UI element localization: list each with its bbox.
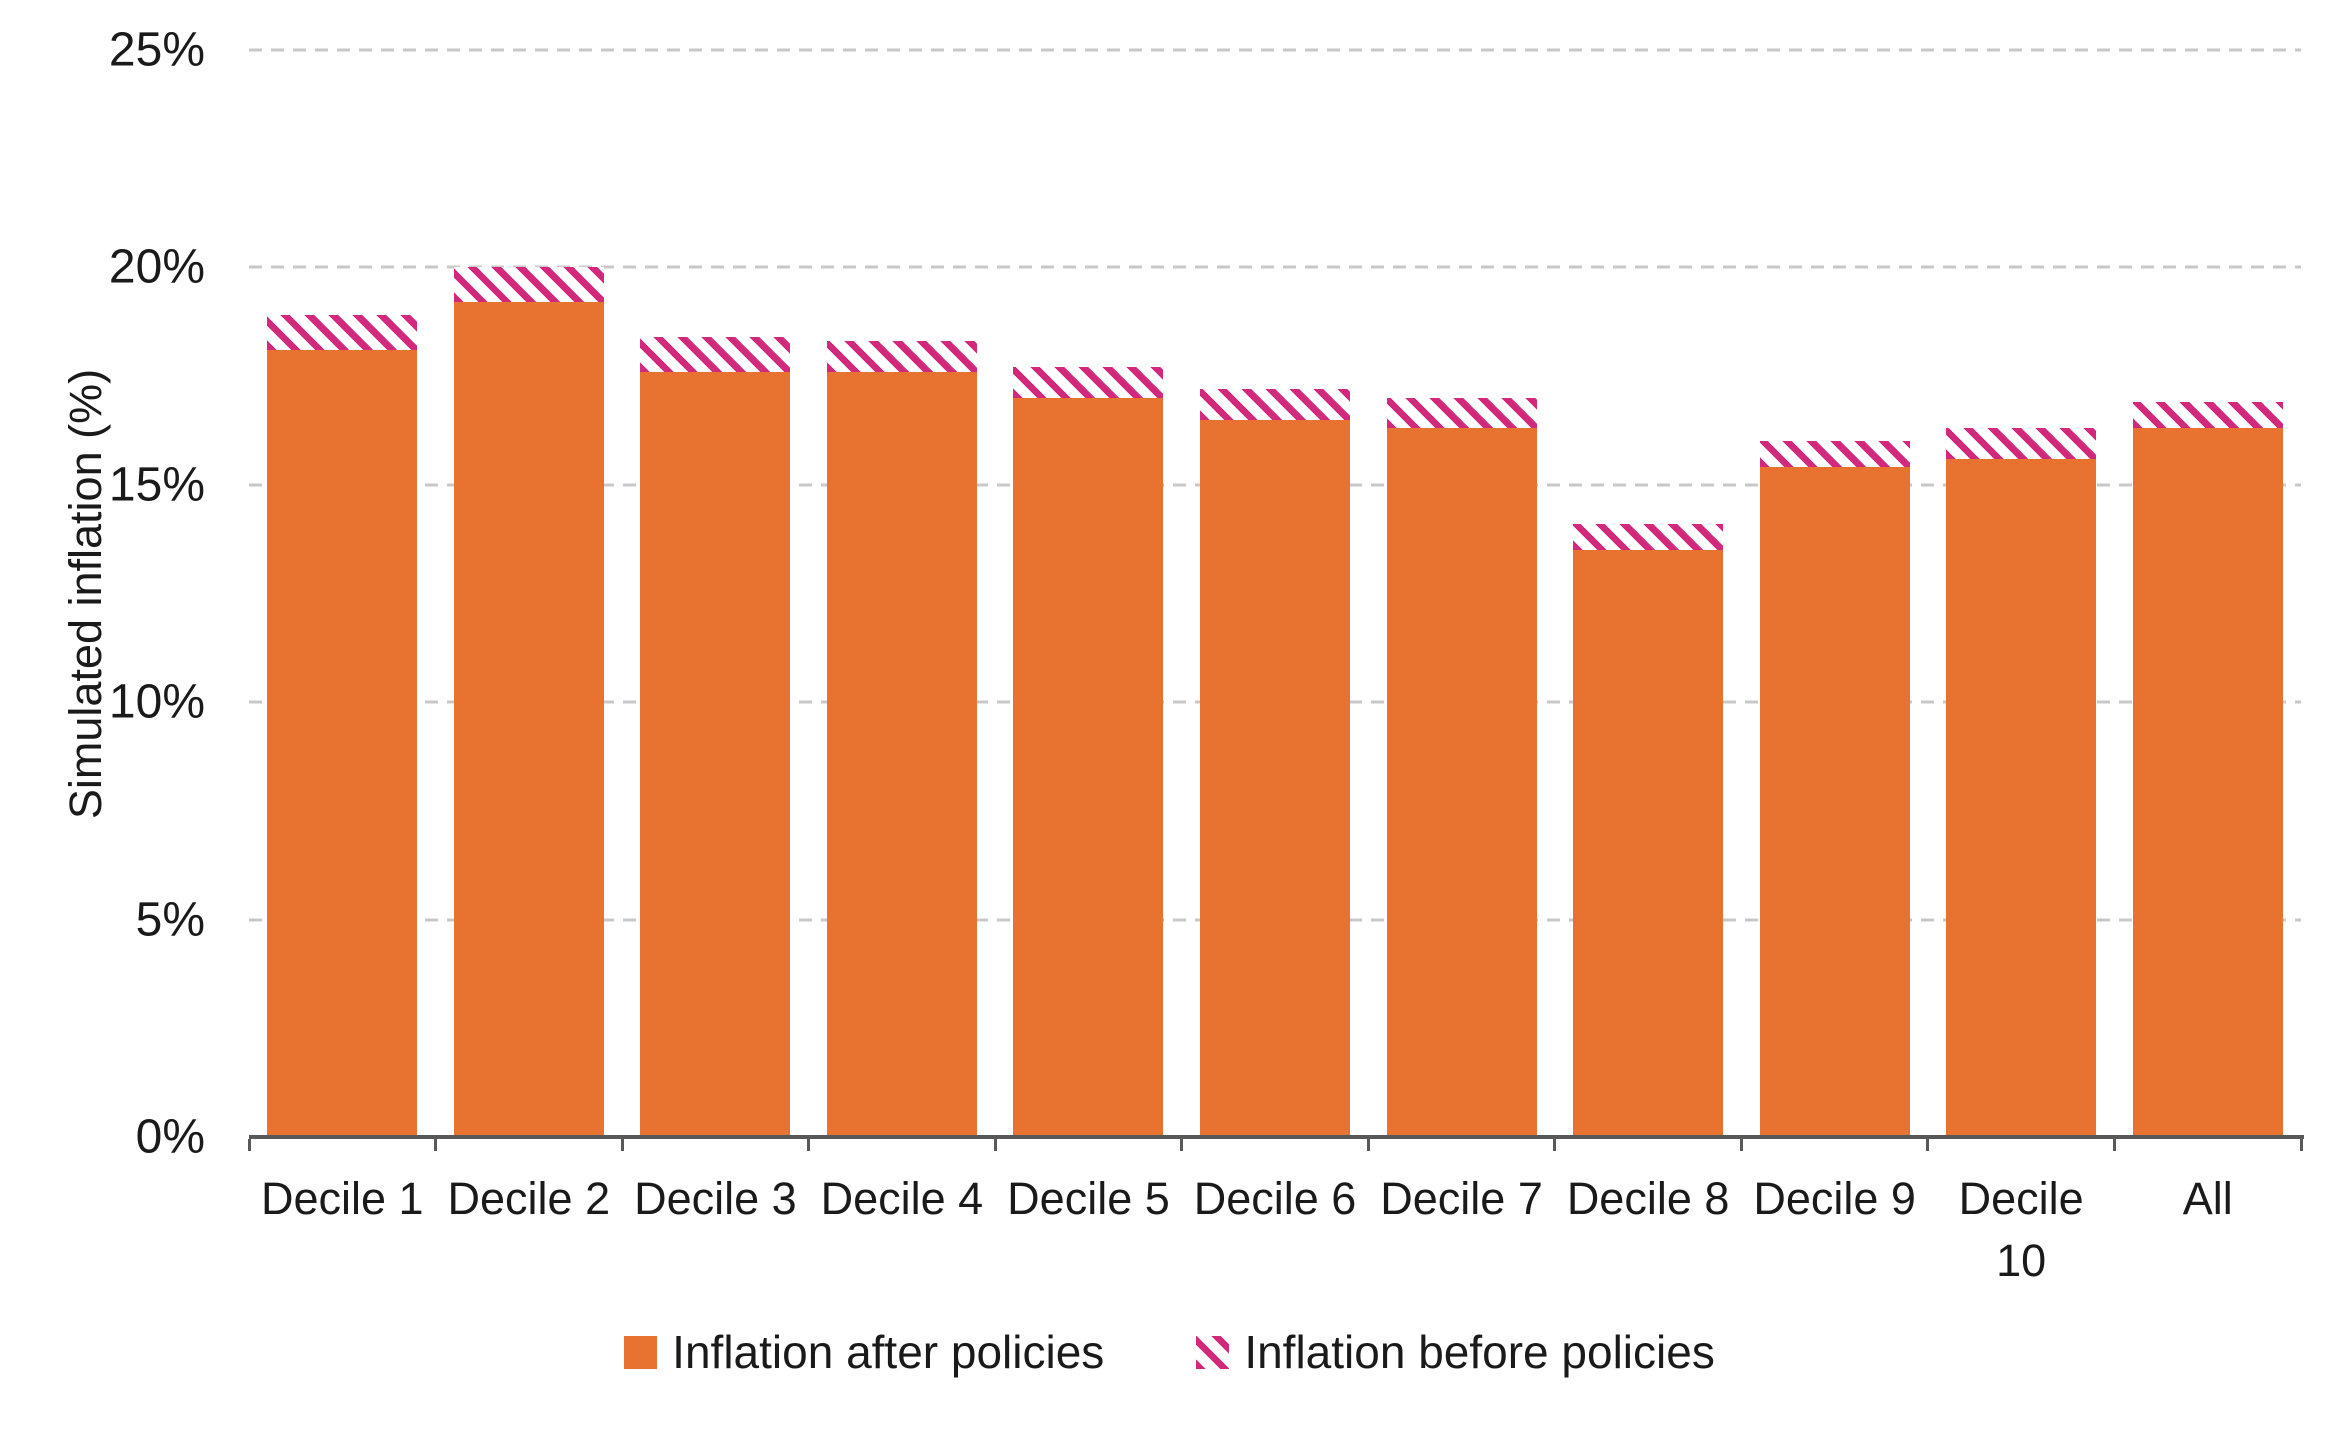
- x-axis-labels: Decile 1 Decile 2 Decile 3 Decile 4 Decile 5…: [249, 1168, 2301, 1292]
- x-axis-tick: [1366, 1139, 1370, 1151]
- plot-area: [249, 48, 2301, 1137]
- bar-decile-8: [1573, 523, 1724, 1137]
- bar-decile-10: [1946, 428, 2097, 1137]
- before-policies-hatched-cap: [267, 315, 418, 351]
- before-policies-hatched-cap: [2132, 402, 2283, 429]
- x-axis-tick: [1926, 1139, 1930, 1151]
- legend-label-before: Inflation before policies: [1244, 1326, 1715, 1378]
- y-axis-tick-label: 5%: [135, 893, 205, 947]
- bar-slot: [1368, 50, 1555, 1137]
- x-axis-tick: [2299, 1139, 2303, 1151]
- y-axis-tick-label: 10%: [108, 675, 205, 729]
- bar-slot: [1928, 50, 2115, 1137]
- before-policies-hatched-cap: [640, 336, 791, 372]
- x-axis-label: Decile 9: [1753, 1173, 1916, 1224]
- x-axis-tick: [620, 1139, 624, 1151]
- y-axis-tick-label: 0%: [135, 1110, 205, 1164]
- before-policies-hatched-cap: [826, 341, 977, 372]
- after-policies-segment: [453, 302, 604, 1137]
- x-axis-tick: [807, 1139, 811, 1151]
- legend-label-after: Inflation after policies: [672, 1326, 1105, 1378]
- bar-decile-9: [1759, 441, 1910, 1137]
- x-axis-label: Decile 3: [634, 1173, 797, 1224]
- x-axis-label: Decile 10: [1958, 1173, 2084, 1286]
- bar-decile-3: [640, 336, 791, 1137]
- gridline: [249, 48, 2301, 52]
- bars-container: [249, 50, 2301, 1137]
- bar-slot: [2114, 50, 2301, 1137]
- x-axis-label: All: [2182, 1173, 2233, 1224]
- y-axis-tick-label: 20%: [108, 240, 205, 294]
- bar-slot: [1741, 50, 1928, 1137]
- x-axis-label: Decile 1: [260, 1173, 424, 1224]
- bar-slot: [436, 50, 623, 1137]
- bar-decile-7: [1386, 397, 1537, 1137]
- bar-decile-5: [1013, 367, 1164, 1137]
- y-axis-tick-label: 25%: [108, 23, 205, 77]
- x-axis-label: Decile 2: [447, 1173, 611, 1224]
- before-policies-hatched-cap: [1200, 389, 1350, 420]
- legend: Inflation after policies Inflation befor…: [0, 1325, 2339, 1379]
- bar-slot: [995, 50, 1182, 1137]
- after-policies-segment: [1386, 428, 1537, 1137]
- legend-item-before: Inflation before policies: [1196, 1325, 1715, 1379]
- legend-item-after: Inflation after policies: [624, 1325, 1104, 1379]
- x-axis-tick: [434, 1139, 438, 1151]
- y-axis-tick-label: 15%: [108, 458, 205, 512]
- after-policies-segment: [1200, 419, 1350, 1137]
- after-policies-segment: [2132, 428, 2283, 1137]
- x-axis-tick: [2112, 1139, 2116, 1151]
- bar-decile-4: [826, 341, 977, 1137]
- bar-slot: [1182, 50, 1369, 1137]
- orange-swatch-icon: [624, 1335, 658, 1369]
- x-axis-label: Decile 5: [1007, 1173, 1170, 1224]
- x-axis-label: Decile 7: [1380, 1173, 1543, 1224]
- x-axis-tick: [1739, 1139, 1743, 1151]
- x-axis-label: Decile 6: [1193, 1173, 1357, 1224]
- after-policies-segment: [640, 371, 791, 1137]
- x-axis-tick: [993, 1139, 997, 1151]
- x-axis-label: Decile 4: [820, 1173, 984, 1224]
- bar-decile-2: [453, 267, 604, 1137]
- before-policies-hatched-cap: [453, 267, 604, 303]
- after-policies-segment: [1759, 467, 1910, 1137]
- gridline: [249, 265, 2301, 269]
- after-policies-segment: [1573, 550, 1724, 1137]
- bar-decile-1: [267, 315, 418, 1137]
- x-axis-line: [249, 1135, 2304, 1139]
- after-policies-segment: [826, 371, 977, 1137]
- pink-hatch-swatch-icon: [1196, 1335, 1230, 1369]
- after-policies-segment: [1946, 458, 2097, 1137]
- after-policies-segment: [1013, 397, 1164, 1137]
- before-policies-hatched-cap: [1946, 428, 2097, 459]
- x-axis-tick: [247, 1139, 251, 1151]
- before-policies-hatched-cap: [1759, 441, 1910, 468]
- bar-decile-6: [1200, 389, 1350, 1137]
- before-policies-hatched-cap: [1573, 523, 1724, 551]
- bar-slot: [1555, 50, 1742, 1137]
- bar-slot: [249, 50, 436, 1137]
- before-policies-hatched-cap: [1386, 397, 1537, 429]
- bar-all: [2132, 402, 2283, 1137]
- y-axis-title: Simulated inflation (%): [60, 368, 111, 820]
- x-axis-tick: [1553, 1139, 1557, 1151]
- x-axis-tick: [1180, 1139, 1184, 1151]
- after-policies-segment: [267, 350, 418, 1137]
- bar-slot: [622, 50, 809, 1137]
- x-axis-label: Decile 8: [1566, 1173, 1730, 1224]
- before-policies-hatched-cap: [1013, 367, 1164, 398]
- bar-slot: [809, 50, 996, 1137]
